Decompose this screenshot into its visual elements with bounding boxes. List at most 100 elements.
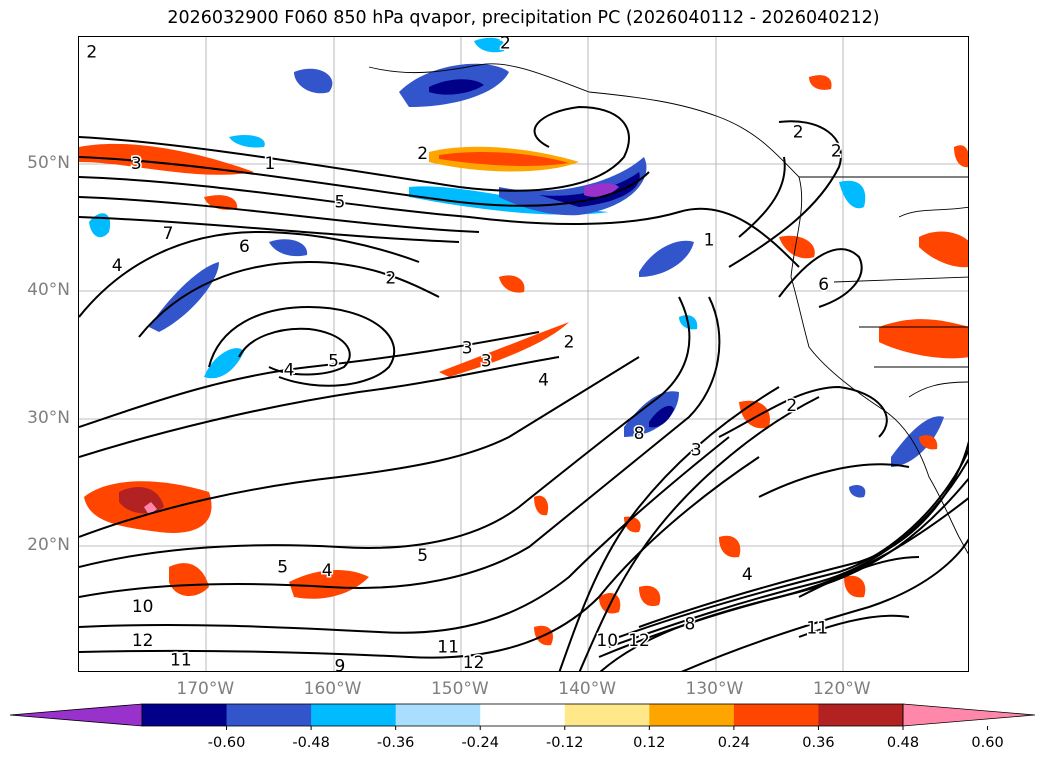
negative-anomaly-region	[89, 213, 111, 238]
positive-anomaly-region	[844, 575, 866, 598]
contour-label: 2	[793, 122, 804, 142]
positive-anomaly-region	[954, 145, 968, 168]
positive-anomaly-region	[809, 75, 832, 90]
colorbar-tick-label: 0.36	[802, 735, 835, 751]
colorbar-cell	[649, 704, 735, 726]
contour-label: 2	[86, 42, 97, 62]
contour-label: 4	[284, 360, 295, 380]
colorbar-cell	[733, 704, 819, 726]
contour-label: 10	[132, 597, 154, 617]
contour-label: 12	[132, 631, 154, 651]
contour-label: 8	[685, 615, 696, 635]
colorbar-tick-label: 0.24	[717, 735, 751, 751]
negative-anomaly-region	[584, 183, 619, 197]
positive-anomaly-region	[439, 322, 569, 377]
colorbar-cell	[395, 704, 481, 726]
negative-anomaly-region	[649, 405, 674, 428]
contour-label: 5	[417, 546, 428, 566]
isolines-qvapor	[79, 105, 968, 671]
negative-anomaly-region	[624, 391, 679, 437]
negative-anomaly-region	[294, 68, 333, 94]
contour-label: 2	[500, 37, 511, 53]
contour-label: 11	[806, 618, 828, 638]
contour-label: 2	[786, 396, 797, 416]
colorbar-tick-label: -0.60	[207, 735, 246, 751]
colorbar-tick-label: 0.60	[971, 735, 1004, 751]
contour-label: 1	[265, 154, 276, 174]
positive-anomaly-region	[919, 435, 938, 450]
colorbar-outline	[141, 703, 904, 727]
precipitation-field	[79, 37, 968, 646]
positive-anomaly-region	[879, 319, 968, 359]
colorbar-tick-label: -0.36	[376, 735, 415, 751]
positive-anomaly-region	[919, 231, 968, 268]
colorbar-cell	[818, 704, 904, 726]
contour-label: 4	[742, 565, 753, 585]
negative-anomaly-region	[204, 348, 244, 379]
positive-anomaly-region	[499, 275, 525, 293]
lon-label: 120°W	[812, 679, 871, 699]
contour-label: 5	[328, 351, 339, 371]
contour-label: 9	[335, 657, 346, 672]
map-panel[interactable]: 2 2 2 2 3 1 2 5 7 6 4 2 1 6 3 3 2 4 5 4 8 3 2 5 5 4 4 10 12 11 11 12 9 10…	[78, 36, 969, 672]
positive-anomaly-region	[534, 495, 549, 516]
contour-label: 8	[634, 424, 645, 444]
contour-label: 4	[112, 256, 123, 276]
negative-anomaly-region	[429, 79, 484, 95]
positive-anomaly-region	[169, 563, 209, 597]
lat-label: 20°N	[27, 534, 70, 555]
positive-anomaly-region	[289, 570, 369, 599]
contour-label: 3	[131, 154, 142, 174]
contour-label: 6	[239, 237, 250, 257]
contour-label: 6	[818, 275, 829, 295]
contour-label: 2	[417, 144, 428, 164]
colorbar-tick-label: -0.24	[461, 735, 499, 751]
positive-anomaly-region	[779, 235, 815, 259]
colorbar-extend-low	[9, 703, 143, 727]
negative-anomaly-region	[849, 485, 866, 498]
negative-anomaly-region	[474, 37, 505, 53]
contour-label: 3	[691, 440, 702, 460]
positive-anomaly-region	[639, 585, 661, 607]
colorbar-cell	[142, 704, 228, 726]
contour-label: 5	[277, 557, 288, 577]
positive-anomaly-region	[79, 143, 254, 175]
colorbar-cell	[311, 704, 397, 726]
lon-label: 130°W	[685, 679, 744, 699]
map-title: 2026032900 F060 850 hPa qvapor, precipit…	[167, 8, 880, 28]
negative-anomaly-region	[229, 135, 265, 148]
lon-label: 140°W	[558, 679, 617, 699]
colorbar-tick-label: 0.48	[886, 735, 920, 751]
positive-anomaly-region	[439, 151, 569, 166]
contour-label: 3	[481, 351, 492, 371]
colorbar-cell	[226, 704, 312, 726]
contour-label: 2	[831, 141, 842, 161]
lat-label: 30°N	[27, 407, 70, 428]
negative-anomaly-region	[269, 239, 308, 257]
colorbar-tick-label: -0.12	[546, 735, 584, 751]
lon-label: 150°W	[430, 679, 489, 699]
positive-anomaly-region	[719, 535, 741, 558]
negative-anomaly-region	[639, 240, 694, 277]
contour-label: 1	[704, 231, 715, 251]
negative-anomaly-region	[891, 416, 944, 467]
contour-label: 10	[596, 631, 618, 651]
contour-label: 12	[628, 631, 650, 651]
coastlines	[368, 63, 968, 555]
colorbar-cell	[480, 704, 566, 726]
negative-anomaly-region	[539, 172, 640, 207]
contour-label: 11	[437, 638, 459, 658]
positive-anomaly-region	[144, 502, 157, 515]
contour-label: 4	[538, 370, 549, 390]
contour-label: 3	[462, 339, 473, 359]
colorbar	[9, 703, 1036, 730]
contour-label: 11	[170, 650, 192, 670]
colorbar-tick-label: -0.48	[292, 735, 330, 751]
contour-label: 12	[463, 653, 485, 672]
contour-label: 4	[322, 561, 333, 581]
contour-label: 2	[385, 269, 396, 289]
colorbar-tick-label: 0.12	[633, 735, 666, 751]
lat-label: 50°N	[27, 153, 70, 174]
